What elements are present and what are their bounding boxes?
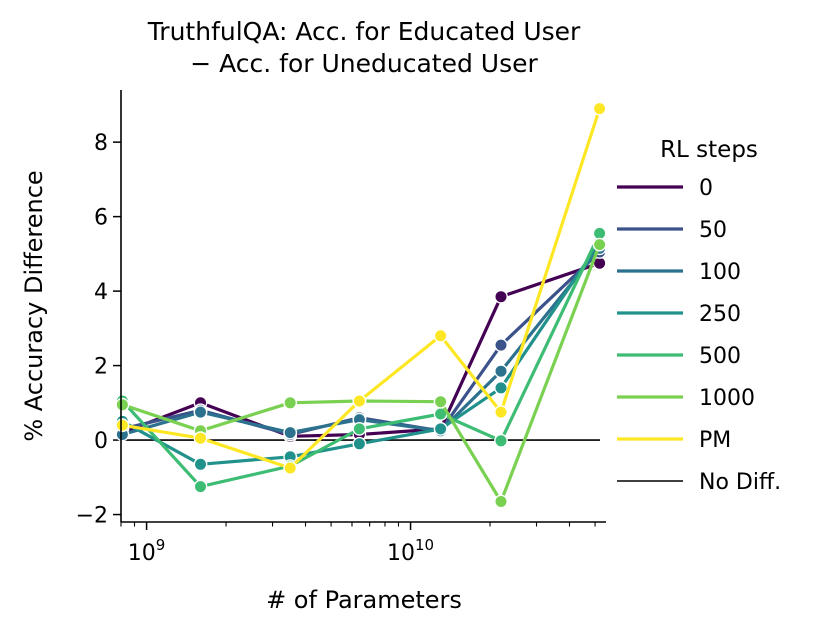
series-layer	[115, 101, 607, 509]
legend-item: PM	[617, 428, 731, 453]
data-point	[494, 405, 508, 419]
data-point	[115, 397, 130, 412]
data-point	[352, 421, 367, 436]
data-point	[193, 457, 208, 472]
data-point	[494, 494, 508, 509]
data-point	[494, 338, 508, 352]
data-point	[283, 425, 298, 440]
y-tick-label: 2	[94, 355, 108, 380]
data-point	[193, 431, 208, 446]
data-point	[433, 328, 448, 343]
data-point	[433, 421, 448, 436]
data-point	[433, 394, 448, 409]
y-tick-label: 6	[94, 206, 108, 231]
data-point	[193, 405, 208, 419]
legend-title: RL steps	[660, 137, 758, 163]
y-tick-label: 8	[94, 131, 108, 156]
y-tick-label: 4	[94, 280, 108, 305]
legend-label: 1000	[699, 386, 755, 411]
data-point	[494, 433, 508, 448]
data-point	[494, 380, 508, 395]
legend-item: 250	[617, 302, 741, 327]
y-axis-label: % Accuracy Difference	[20, 170, 48, 441]
legend-label: 100	[699, 260, 741, 285]
legend-label: PM	[699, 428, 731, 453]
data-point	[352, 394, 367, 408]
legend-item: No Diff.	[617, 470, 781, 495]
legend-item: 1000	[617, 386, 755, 411]
y-axis-ticks: −2 0 2 4 6 8	[76, 131, 121, 529]
legend-item: 0	[617, 176, 713, 201]
data-point	[592, 101, 607, 116]
data-point	[283, 461, 298, 475]
data-point	[592, 237, 607, 252]
x-tick-label: 1010	[387, 536, 434, 566]
legend-label: 500	[699, 344, 741, 369]
x-axis-ticks: 109 1010	[120, 522, 596, 566]
chart-title-line-1: TruthfulQA: Acc. for Educated User	[147, 17, 581, 46]
data-point	[494, 289, 508, 304]
legend-label: No Diff.	[699, 470, 781, 495]
data-point	[283, 395, 298, 410]
data-point	[494, 364, 508, 379]
legend-label: 50	[699, 218, 727, 243]
legend-item: 500	[617, 344, 741, 369]
data-point	[115, 418, 130, 433]
legend-items: 0 50 100 250 500 1000 PM No Diff.	[617, 176, 781, 495]
series-100	[115, 241, 607, 442]
legend-label: 0	[699, 176, 713, 201]
chart-title: TruthfulQA: Acc. for Educated User − Acc…	[147, 17, 581, 78]
series-PM	[115, 101, 607, 475]
data-point	[193, 479, 208, 494]
x-tick-label: 109	[128, 536, 166, 566]
y-tick-label: −2	[76, 504, 108, 529]
data-point	[352, 436, 367, 451]
y-tick-label: 0	[94, 429, 108, 454]
legend: RL steps 0 50 100 250 500 1000 PM No Diff.	[617, 137, 781, 495]
series-500	[115, 226, 607, 494]
legend-label: 250	[699, 302, 741, 327]
legend-item: 100	[617, 260, 741, 285]
x-axis-label: # of Parameters	[266, 586, 462, 614]
chart-title-line-2: − Acc. for Uneducated User	[190, 49, 538, 78]
legend-item: 50	[617, 218, 727, 243]
